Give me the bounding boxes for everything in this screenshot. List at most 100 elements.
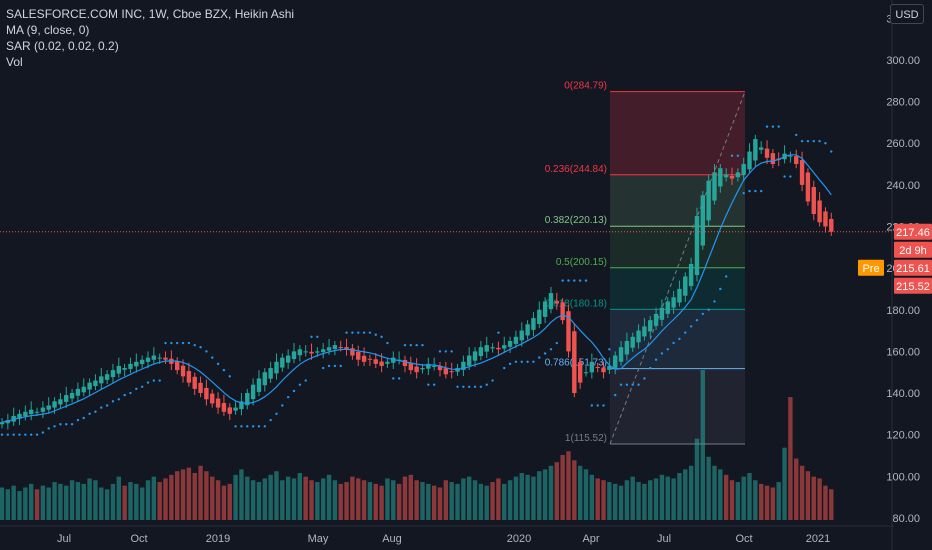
x-tick-label: Oct	[735, 533, 752, 545]
volume-bar	[712, 465, 717, 520]
sar-dot	[41, 431, 45, 434]
x-tick-label: 2021	[806, 533, 830, 545]
sar-dot	[345, 331, 348, 334]
sar-dot	[94, 410, 97, 413]
candle-body	[180, 365, 186, 377]
volume-bar	[198, 465, 203, 520]
sar-dot	[654, 358, 658, 361]
candle-body	[17, 413, 22, 419]
volume-bar	[472, 480, 478, 520]
pre-price-badge: 215.61	[896, 263, 930, 275]
fib-level-label: 0.618(180.18)	[545, 298, 607, 309]
candle-body	[653, 313, 659, 326]
fib-level-label: 0(284.79)	[564, 81, 607, 92]
sar-dot	[59, 423, 62, 426]
candle-body	[145, 357, 151, 362]
candle-body	[513, 336, 519, 344]
volume-bar	[700, 370, 705, 520]
sar-dot	[450, 350, 453, 353]
legend-vol[interactable]: Vol	[6, 55, 23, 69]
sar-dot	[170, 341, 173, 345]
candle-body	[472, 351, 478, 361]
sar-dot	[228, 375, 231, 378]
candle-body	[110, 370, 116, 378]
legend-ma[interactable]: MA (9, close, 0)	[6, 23, 90, 37]
legend-title[interactable]: SALESFORCE.COM INC, 1W, Cboe BZX, Heikin…	[6, 7, 295, 21]
candle-body	[817, 200, 822, 223]
ma-line	[1, 154, 832, 423]
sar-dot	[660, 352, 664, 355]
sar-dot	[724, 275, 728, 278]
fib-zone	[610, 226, 745, 268]
candle-body	[601, 367, 606, 373]
volume-bar	[665, 476, 670, 520]
volume-bar	[805, 471, 811, 520]
candle-body	[449, 371, 454, 373]
volume-bar	[431, 485, 437, 520]
sar-dot	[392, 377, 395, 380]
volume-bar	[484, 485, 489, 520]
sar-dot	[771, 125, 775, 128]
candle-body	[23, 411, 28, 417]
candle-body	[256, 378, 262, 392]
indicators	[0, 125, 894, 436]
volume-bar	[554, 462, 559, 520]
volume-bar	[478, 483, 484, 520]
candle-body	[315, 351, 320, 353]
sar-dot	[199, 346, 202, 349]
sar-dot	[6, 433, 10, 436]
sar-dot	[473, 385, 477, 388]
volume-bar	[788, 397, 793, 520]
volume-bar	[583, 469, 589, 520]
y-tick-label: 100.00	[886, 471, 920, 483]
volume-bar	[577, 465, 583, 520]
sar-dot	[514, 360, 518, 363]
volume-bar	[402, 476, 408, 520]
candle-body	[52, 401, 57, 408]
y-tick-label: 140.00	[886, 388, 920, 400]
sar-dot	[409, 343, 412, 347]
sar-dot	[754, 189, 757, 193]
candle-body	[87, 382, 92, 390]
volume-bar	[618, 485, 624, 520]
candle-body	[350, 348, 355, 356]
sar-dot	[24, 433, 27, 436]
volume-bar	[5, 489, 11, 520]
sar-dot	[719, 287, 722, 291]
candle-body	[134, 361, 139, 367]
candle-body	[583, 372, 589, 374]
sar-dot	[65, 423, 68, 426]
sar-dot	[812, 139, 815, 143]
countdown-badge-bg	[894, 241, 932, 258]
volume-bar	[659, 474, 665, 520]
sar-dot	[789, 175, 792, 178]
candle-body	[338, 347, 343, 349]
sar-dot	[765, 125, 769, 128]
sar-dot	[205, 350, 208, 353]
sar-dot	[748, 189, 751, 193]
pre-label-badge-bg	[858, 259, 884, 276]
currency-button[interactable]: USD	[890, 4, 924, 24]
volume-bar	[157, 482, 162, 520]
legend-sar[interactable]: SAR (0.02, 0.02, 0.2)	[6, 39, 119, 53]
volume-bar	[309, 480, 314, 520]
sar-dot	[397, 377, 401, 380]
sar-dot	[18, 433, 21, 436]
sar-dot	[479, 385, 483, 388]
sar-dot	[561, 279, 564, 282]
candle-body	[192, 376, 197, 389]
sar-dot	[462, 385, 465, 388]
sar-dot	[0, 433, 4, 436]
sar-dot	[830, 150, 833, 153]
volume-bar	[250, 480, 256, 520]
sar-dot	[82, 416, 85, 420]
chart-legend: SALESFORCE.COM INC, 1W, Cboe BZX, Heikin…	[6, 6, 294, 70]
sar-dot	[596, 404, 599, 407]
candle-body	[326, 347, 332, 351]
candle-body	[694, 216, 700, 276]
sar-dot	[485, 383, 488, 386]
candle-body	[589, 361, 595, 373]
x-tick-label: Apr	[582, 533, 599, 545]
